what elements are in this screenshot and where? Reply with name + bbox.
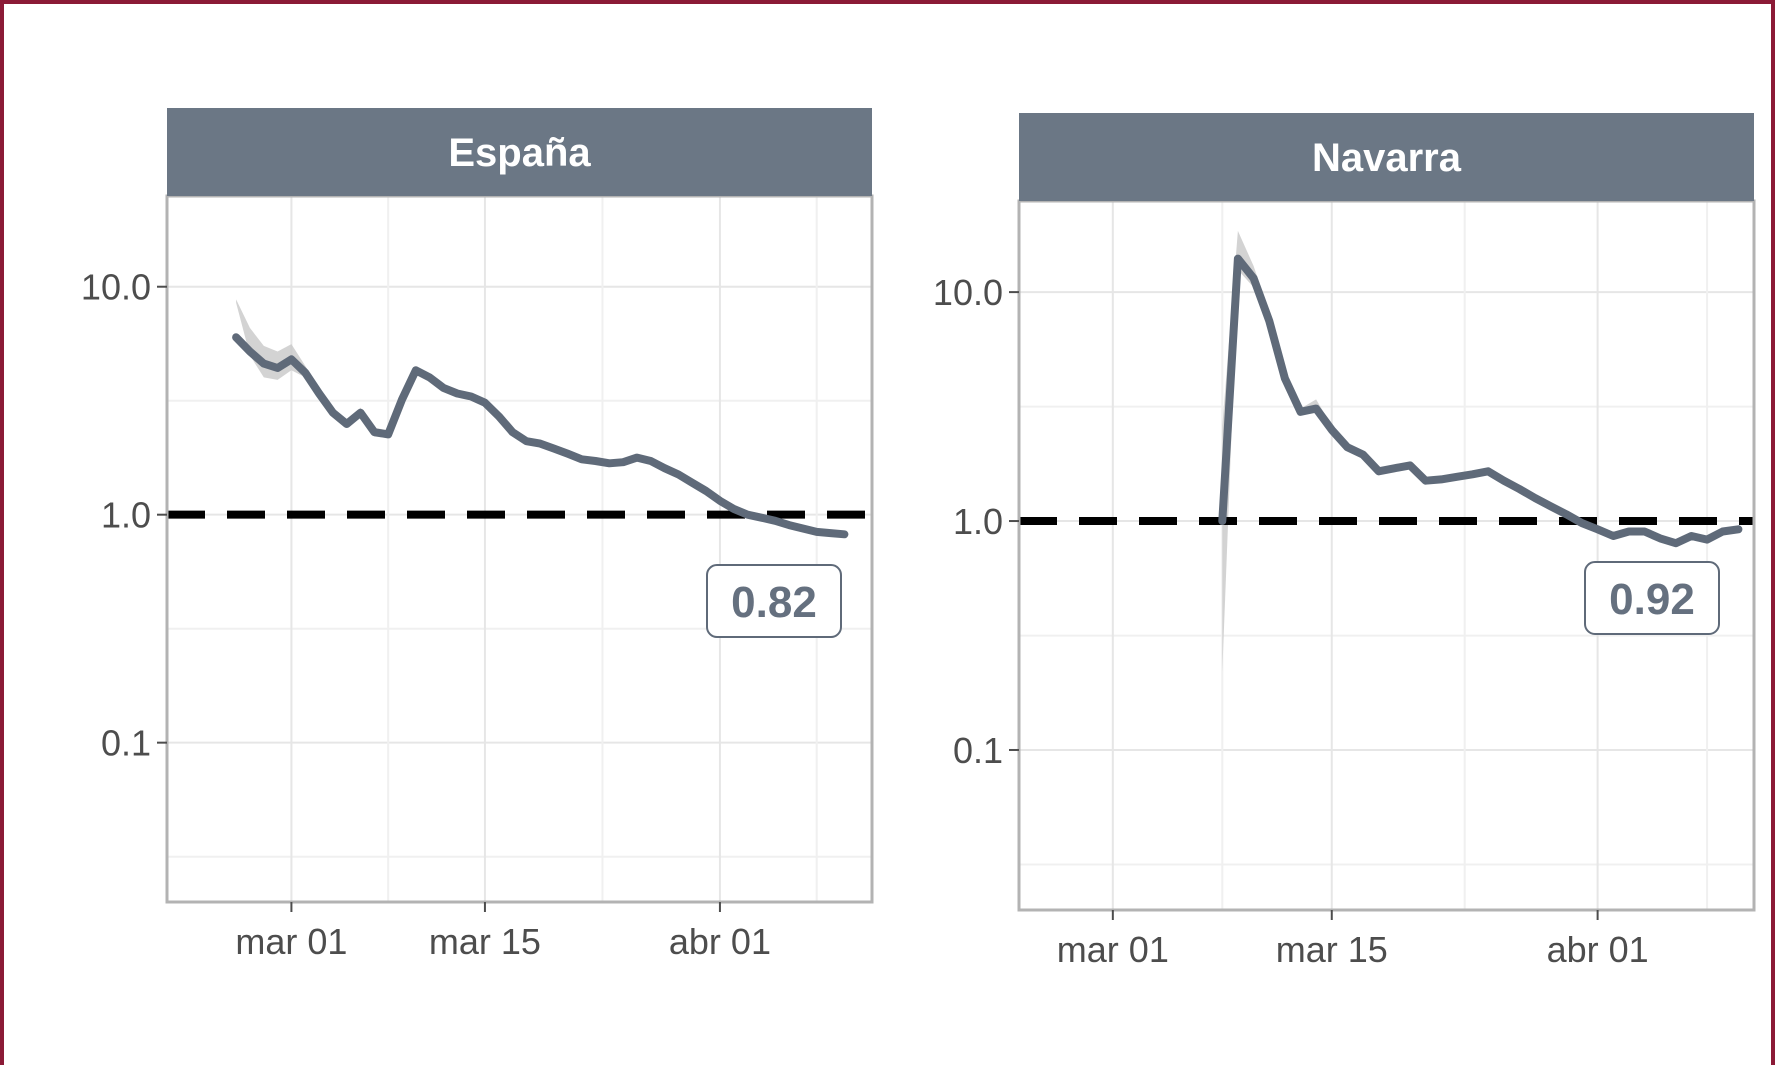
last-value-label: 0.92	[1609, 575, 1695, 624]
panel-background	[1019, 201, 1754, 910]
chart-figure: España 10.0 1.0 0.1 mar 01 mar 15 abr 01 0.82 Na…	[81, 108, 1756, 970]
last-value-box	[706, 564, 842, 638]
y-tick-label: 0.1	[953, 730, 1003, 771]
last-value-box	[1584, 561, 1720, 635]
x-tick-label: abr 01	[669, 921, 771, 962]
facet-strip	[1019, 113, 1754, 201]
panel-background	[167, 196, 872, 902]
y-tick-label: 1.0	[101, 495, 151, 536]
x-tick-label: mar 15	[429, 921, 541, 962]
x-tick-label: abr 01	[1547, 929, 1649, 970]
x-tick-label: mar 01	[1057, 929, 1169, 970]
series-line	[1218, 254, 1743, 548]
y-tick-label: 1.0	[953, 501, 1003, 542]
last-value-label: 0.82	[731, 578, 817, 627]
x-tick-label: mar 01	[235, 921, 347, 962]
panel-espana: España 10.0 1.0 0.1 mar 01 mar 15 abr 01 0.82	[81, 108, 874, 962]
y-tick-label: 0.1	[101, 723, 151, 764]
x-tick-label: mar 15	[1276, 929, 1388, 970]
facet-title: España	[448, 131, 591, 175]
facet-strip	[167, 108, 872, 196]
facet-title: Navarra	[1312, 136, 1462, 180]
series-line	[232, 333, 849, 539]
y-tick-label: 10.0	[81, 267, 151, 308]
y-tick-label: 10.0	[933, 272, 1003, 313]
panel-navarra: Navarra 10.0 1.0 0.1 mar 01 mar 15 abr 01 0.92	[933, 113, 1756, 970]
